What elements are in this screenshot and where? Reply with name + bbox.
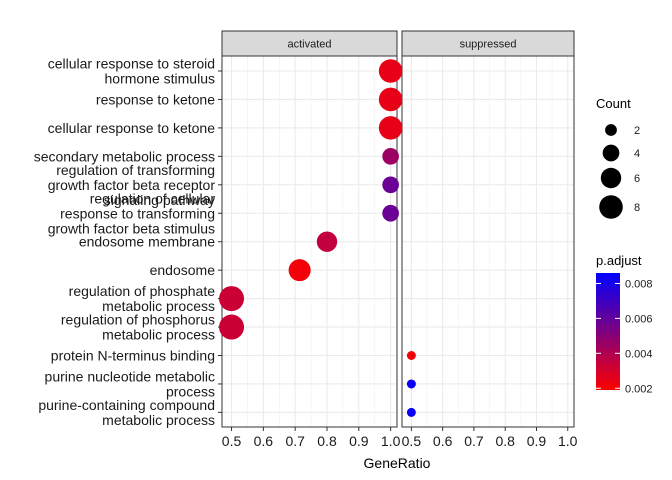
count-legend-label: 8: [634, 202, 640, 214]
colorbar-label: 0.004: [625, 348, 653, 360]
y-tick-label: regulation of phosphorus metabolic proces…: [61, 312, 215, 343]
p-adjust-colorbar: [596, 273, 620, 390]
x-tick-label: 0.9: [349, 433, 369, 449]
strip-suppressed: [401, 30, 575, 57]
panel-activated: activated 0.5 0.6 0.7 0.8 0.9 1.0: [221, 30, 401, 449]
data-point: [406, 351, 416, 360]
x-tick-label: 1.0: [381, 433, 401, 449]
x-tick-label: 0.8: [495, 433, 515, 449]
colorbar-label: 0.006: [625, 313, 653, 325]
x-tick-label: 0.7: [285, 433, 305, 449]
y-tick-label: purine-containing compound metabolic proc…: [38, 397, 215, 428]
strip-label-suppressed: suppressed: [460, 39, 517, 51]
count-legend-title: Count: [596, 96, 631, 111]
data-point: [406, 407, 416, 417]
y-tick-label: regulation of phosphate metabolic process: [69, 283, 216, 314]
data-point: [378, 59, 403, 83]
data-point: [219, 286, 245, 312]
data-points: [219, 59, 416, 417]
count-legend-label: 6: [634, 173, 640, 185]
data-point: [406, 379, 416, 389]
x-tick-label: 0.9: [527, 433, 547, 449]
count-legend-key: [599, 195, 623, 219]
y-axis-labels: cellular response to steroid hormone stim…: [34, 56, 222, 428]
p-adjust-legend: p.adjust 0.002 0.004 0.006 0.008: [596, 253, 653, 395]
count-legend-key: [600, 167, 622, 189]
data-point: [378, 116, 403, 140]
data-point: [382, 176, 399, 194]
data-point: [316, 231, 338, 252]
x-tick-label: 0.5: [402, 433, 422, 449]
y-tick-label: cellular response to ketone: [48, 120, 216, 136]
y-tick-label: endosome: [150, 262, 216, 278]
y-tick-label: secondary metabolic process: [34, 148, 215, 164]
panel-border-suppressed: [401, 55, 575, 428]
data-point: [382, 148, 399, 165]
y-tick-label: endosome membrane: [79, 234, 215, 250]
x-tick-label: 0.6: [433, 433, 453, 449]
count-legend: Count 2 4 6 8: [596, 96, 640, 219]
panel-suppressed: suppressed 0.5 0.6 0.7 0.8 0.9 1.0: [401, 30, 578, 449]
data-point: [219, 314, 245, 340]
data-point: [288, 259, 311, 282]
y-tick-label: response to ketone: [96, 91, 215, 107]
strip-activated: [221, 30, 398, 57]
colorbar-label: 0.008: [625, 278, 653, 290]
x-tick-label: 1.0: [558, 433, 578, 449]
data-point: [382, 204, 399, 222]
x-axis-title: GeneRatio: [364, 455, 431, 471]
panels-layer: activated 0.5 0.6 0.7 0.8 0.9 1.0 suppressed 0.5…: [221, 30, 578, 449]
count-legend-key: [605, 124, 617, 136]
y-tick-label: purine nucleotide metabolic process: [45, 368, 215, 399]
count-legend-label: 2: [634, 125, 640, 137]
x-tick-label: 0.8: [317, 433, 337, 449]
data-point: [378, 87, 403, 112]
p-adjust-legend-title: p.adjust: [596, 253, 642, 268]
y-tick-label: protein N-terminus binding: [51, 348, 215, 364]
count-legend-key: [602, 144, 620, 162]
x-tick-label: 0.7: [464, 433, 484, 449]
colorbar-label: 0.002: [625, 383, 653, 395]
y-tick-label: cellular response to steroid hormone stim…: [48, 56, 215, 87]
x-tick-label: 0.6: [254, 433, 274, 449]
strip-label-activated: activated: [287, 39, 331, 51]
y-tick-label: regulation of transforming growth factor …: [48, 162, 216, 208]
count-legend-label: 4: [634, 148, 640, 160]
x-tick-label: 0.5: [222, 433, 242, 449]
y-tick-label: regulation of cellular response to transf…: [48, 190, 216, 236]
